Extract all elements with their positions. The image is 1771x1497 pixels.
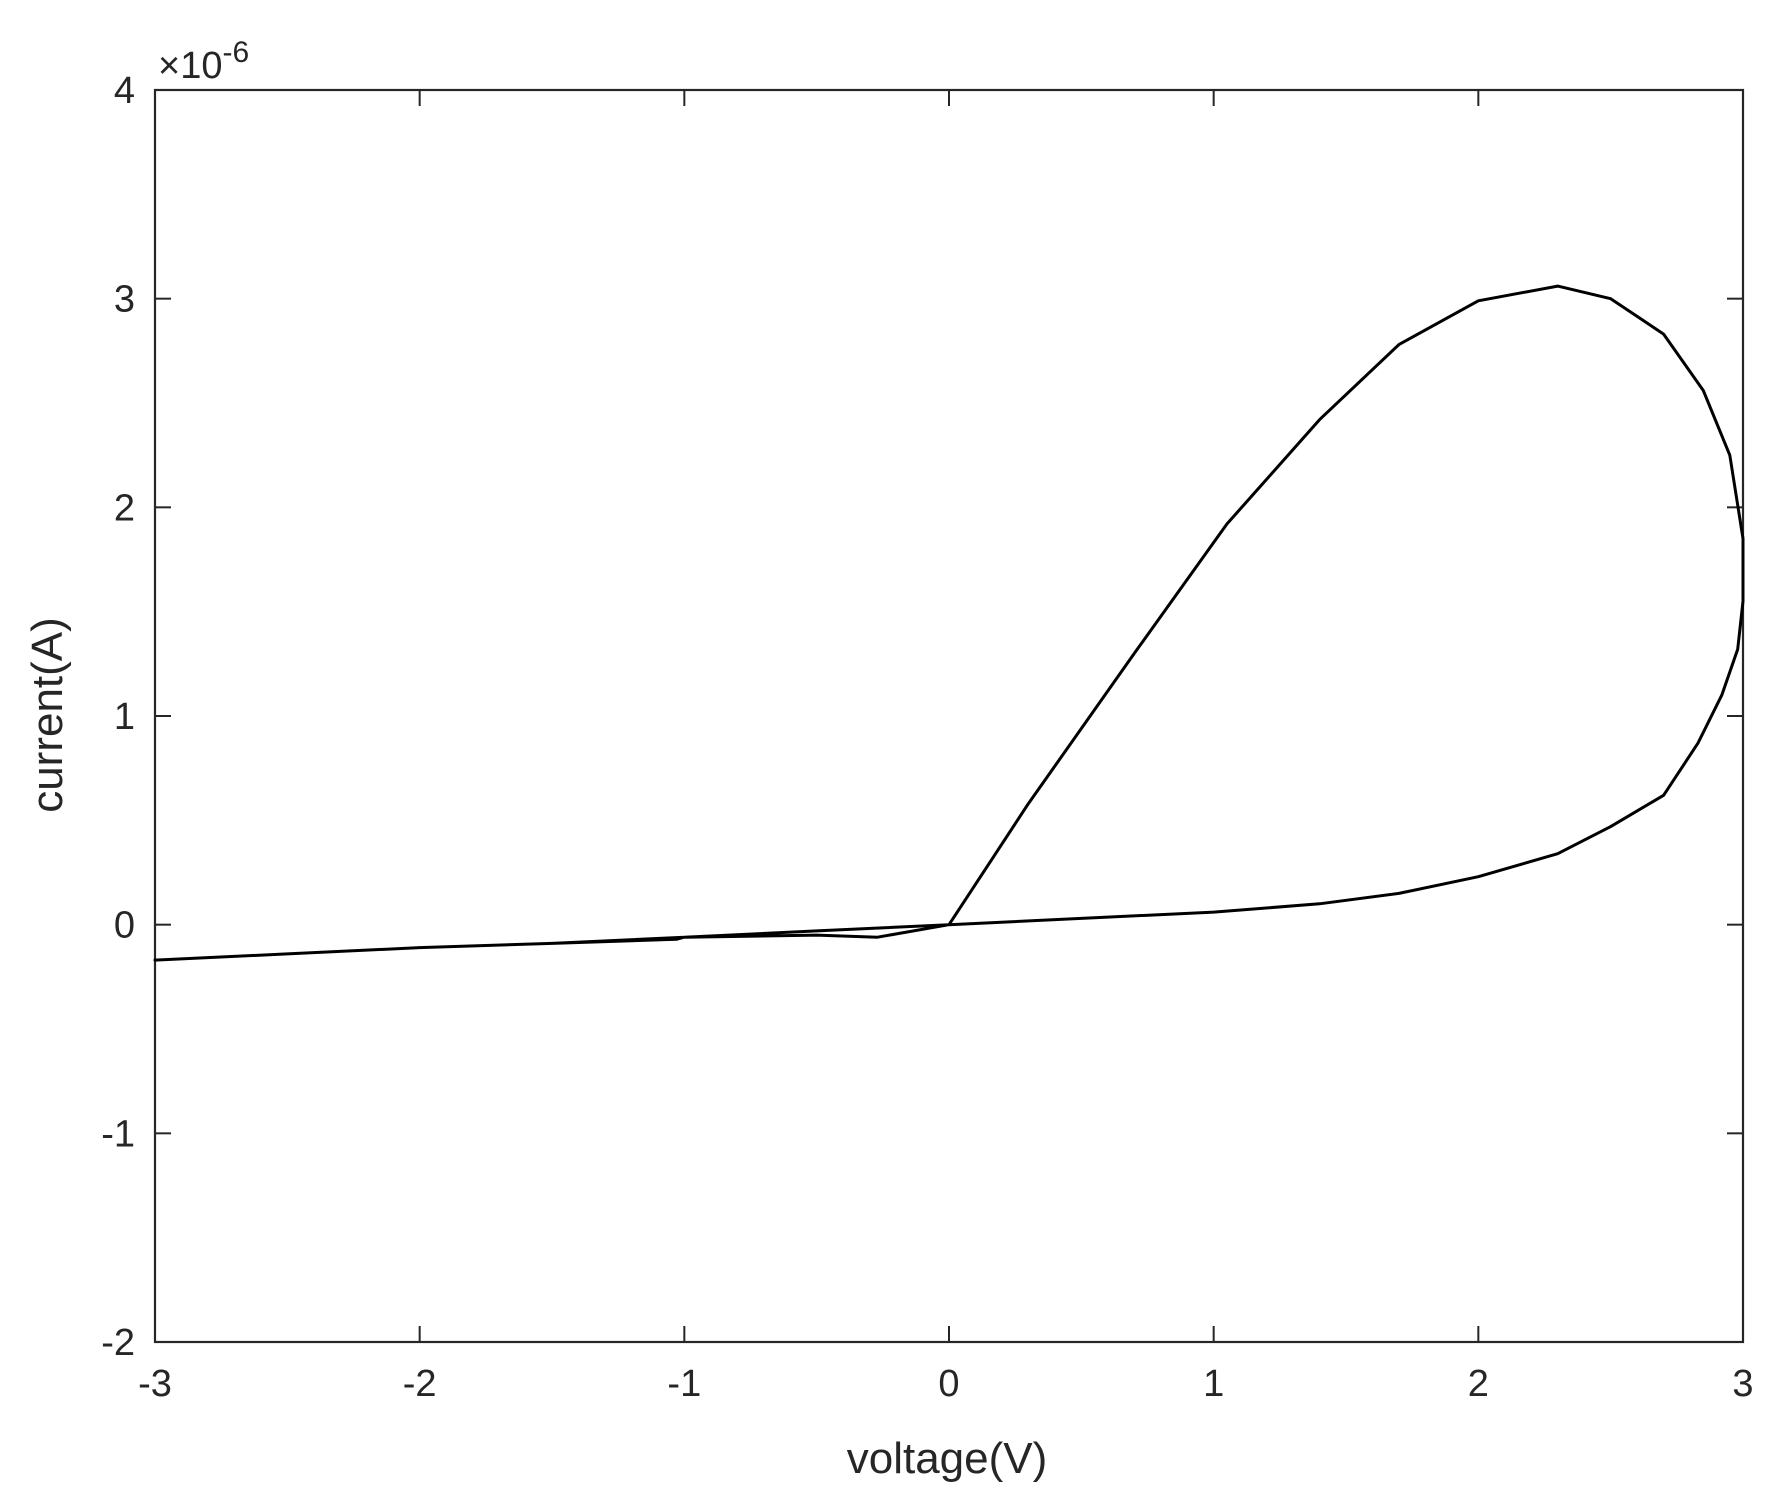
x-tick-label: -2 <box>403 1363 437 1405</box>
y-tick-label: 0 <box>114 905 135 947</box>
x-tick-label: 2 <box>1468 1363 1489 1405</box>
series-line <box>153 284 1745 962</box>
y-tick-label: -2 <box>101 1322 135 1364</box>
x-axis-label: voltage(V) <box>847 1434 1048 1483</box>
x-tick-label: 0 <box>938 1363 959 1405</box>
y-tick-label: 4 <box>114 70 135 112</box>
y-axis-label: current(A) <box>23 617 72 813</box>
y-tick-label: 2 <box>114 487 135 529</box>
x-tick-label: -1 <box>667 1363 701 1405</box>
x-tick-label: 1 <box>1203 1363 1224 1405</box>
x-tick-label: 3 <box>1732 1363 1753 1405</box>
y-exponent-label: ×10-6 <box>158 36 249 87</box>
x-tick-label: -3 <box>138 1363 172 1405</box>
y-tick-label: 3 <box>114 279 135 321</box>
axis-ticks <box>154 89 1744 1343</box>
y-exponent-power: -6 <box>222 36 249 69</box>
y-tick-label: 1 <box>114 696 135 738</box>
y-tick-label: -1 <box>101 1113 135 1155</box>
series-layer <box>153 284 1745 962</box>
y-exponent-base: ×10 <box>158 45 222 87</box>
